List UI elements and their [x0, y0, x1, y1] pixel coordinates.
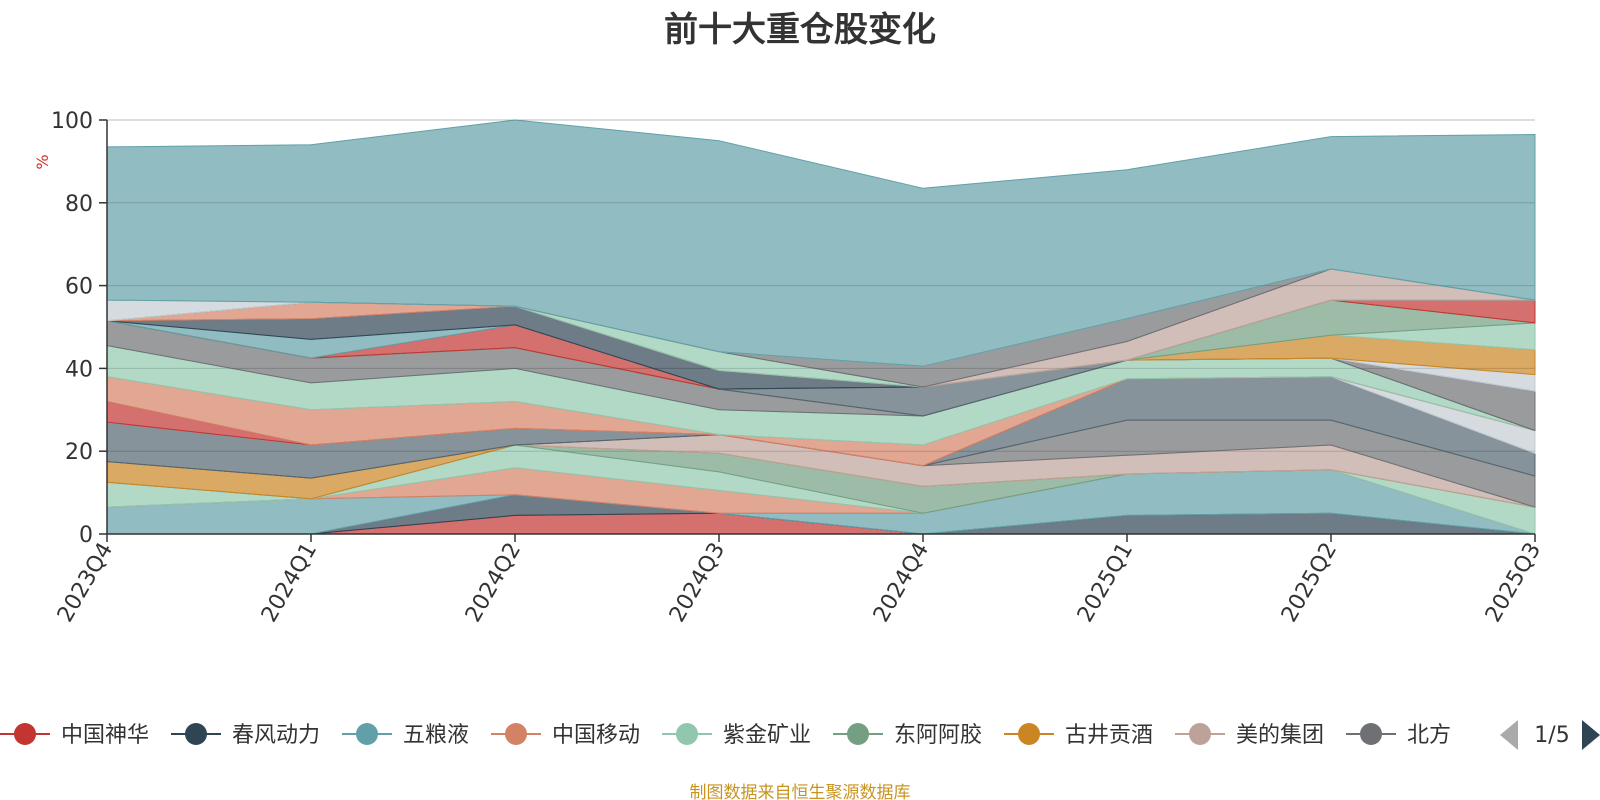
legend-item-8[interactable]: 北方 — [1346, 723, 1451, 748]
legend-marker-icon — [1189, 723, 1211, 745]
legend-item-3[interactable]: 中国移动 — [491, 723, 640, 748]
legend-marker-icon — [1018, 723, 1040, 745]
y-tick-label-0: 0 — [79, 523, 93, 548]
legend-marker-icon — [185, 723, 207, 745]
y-tick-label-100: 100 — [51, 109, 93, 134]
y-axis-label: % — [33, 154, 52, 169]
x-tick-label-2024Q2: 2024Q2 — [461, 539, 526, 627]
legend-marker-icon — [676, 723, 698, 745]
x-tick-label-2024Q3: 2024Q3 — [665, 539, 730, 627]
legend-marker-icon — [14, 723, 36, 745]
legend-label-8: 北方 — [1407, 723, 1451, 748]
legend-label-0: 中国神华 — [61, 723, 149, 748]
legend-item-0[interactable]: 中国神华 — [0, 723, 149, 748]
legend-item-4[interactable]: 紫金矿业 — [662, 723, 811, 748]
legend-item-1[interactable]: 春风动力 — [171, 723, 320, 748]
legend-item-6[interactable]: 古井贡酒 — [1004, 723, 1153, 748]
y-tick-label-20: 20 — [65, 440, 93, 465]
legend-item-7[interactable]: 美的集团 — [1175, 723, 1324, 748]
legend-marker-icon — [847, 723, 869, 745]
area-series-30[interactable] — [106, 119, 1536, 367]
legend-marker-icon — [1360, 723, 1382, 745]
x-tick-label-2024Q1: 2024Q1 — [257, 539, 322, 627]
legend-label-2: 五粮液 — [403, 723, 469, 748]
legend-marker-icon — [505, 723, 527, 745]
x-tick-label-2025Q1: 2025Q1 — [1073, 539, 1138, 627]
legend-label-5: 东阿阿胶 — [894, 723, 982, 748]
chart-title: 前十大重仓股变化 — [664, 10, 936, 50]
legend-label-6: 古井贡酒 — [1065, 723, 1153, 748]
x-tick-label-2025Q2: 2025Q2 — [1277, 539, 1342, 627]
legend-page-indicator: 1/5 — [1534, 723, 1569, 748]
y-tick-label-80: 80 — [65, 192, 93, 217]
y-tick-label-40: 40 — [65, 357, 93, 382]
legend-label-4: 紫金矿业 — [723, 723, 811, 748]
legend-marker-icon — [356, 723, 378, 745]
legend: 中国神华 春风动力 五粮液 中国移动 紫金矿业 东阿阿胶 古井贡酒 美的集团 北方 — [0, 723, 1451, 748]
legend-label-3: 中国移动 — [552, 723, 640, 748]
legend-prev-page-icon[interactable] — [1500, 720, 1518, 750]
x-tick-label-2023Q4: 2023Q4 — [53, 539, 118, 627]
x-tick-label-2025Q3: 2025Q3 — [1481, 539, 1546, 627]
x-tick-label-2024Q4: 2024Q4 — [869, 539, 934, 627]
legend-item-5[interactable]: 东阿阿胶 — [833, 723, 982, 748]
legend-label-7: 美的集团 — [1236, 723, 1324, 748]
legend-label-1: 春风动力 — [232, 723, 320, 748]
legend-next-page-icon[interactable] — [1582, 720, 1600, 750]
source-note: 制图数据来自恒生聚源数据库 — [689, 783, 911, 800]
y-tick-label-60: 60 — [65, 275, 93, 300]
legend-item-2[interactable]: 五粮液 — [342, 723, 469, 748]
area-series-group — [106, 119, 1536, 535]
